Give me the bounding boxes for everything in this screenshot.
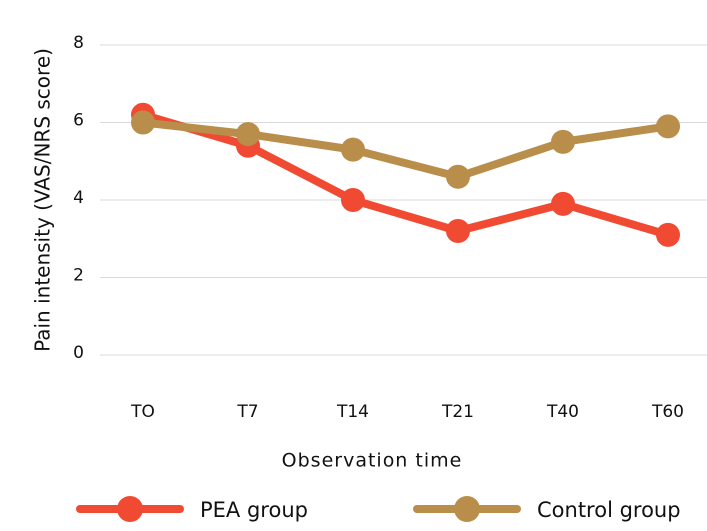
y-tick-label: 6 [73,111,84,131]
legend-label: Control group [537,498,681,522]
data-point [341,137,365,162]
y-tick-label: 4 [73,188,84,208]
y-tick-label: 8 [73,33,84,53]
series-line [141,110,670,239]
x-tick-label: T60 [651,402,684,422]
legend-marker [454,496,480,522]
data-point [656,114,680,139]
legend-marker [117,496,143,522]
series-line [142,118,669,181]
x-axis-label: Observation time [282,450,463,472]
x-tick-label: T7 [236,402,258,422]
x-tick-label: TO [130,402,155,422]
y-axis-label: Pain intensity (VAS/NRS score) [31,48,55,352]
y-tick-label: 0 [73,343,84,363]
data-point [551,191,575,216]
legend-label: PEA group [200,498,308,522]
data-point [551,129,575,154]
data-point [341,188,365,212]
data-point [446,219,470,243]
data-point [131,110,155,135]
x-tick-label: T14 [336,402,369,422]
y-tick-label: 2 [73,266,84,286]
x-tick-label: T40 [546,402,579,422]
data-point [656,222,680,247]
data-point [446,164,470,189]
data-point [236,122,260,147]
x-tick-label: T21 [441,402,474,422]
